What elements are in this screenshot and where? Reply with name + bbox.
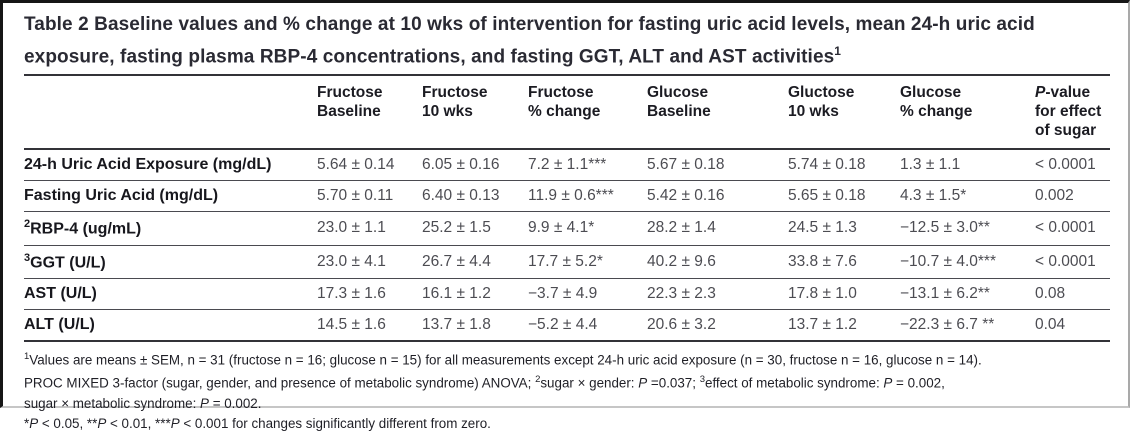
column-header-rowlabel — [24, 76, 317, 149]
value-cell: 22.3 ± 2.3 — [647, 284, 716, 302]
table-title: Table 2 Baseline values and % change at … — [24, 14, 1035, 68]
title-rule — [24, 74, 1110, 77]
value-cell: 17.3 ± 1.6 — [317, 284, 386, 302]
value-cell: −5.2 ± 4.4 — [528, 315, 598, 333]
value-cell: 23.0 ± 4.1 — [317, 252, 386, 270]
row-label: Fasting Uric Acid (mg/dL) — [24, 187, 219, 205]
row-label: 24-h Uric Acid Exposure (mg/dL) — [24, 156, 272, 174]
column-header-glucose-pct-change: Glucose% change — [900, 84, 973, 121]
value-cell: 16.1 ± 1.2 — [422, 284, 491, 302]
value-cell: 0.002 — [1035, 187, 1074, 205]
value-cell: −22.3 ± 6.7 ** — [900, 315, 995, 333]
value-cell: 33.8 ± 7.6 — [788, 252, 857, 270]
value-cell: 0.04 — [1035, 315, 1066, 333]
baseline-table: Fructose Baseline Fructose 10 wks Fructose… — [24, 76, 1110, 342]
column-header-fructose-10wks: Fructose 10 wks — [422, 84, 488, 121]
table-row: ALT (U/L) 14.5 ± 1.6 13.7 ± 1.8 −5.2 ± 4… — [24, 309, 1110, 341]
value-cell: 7.2 ± 1.1*** — [528, 156, 607, 174]
value-cell: 14.5 ± 1.6 — [317, 315, 386, 333]
value-cell: 5.74 ± 0.18 — [788, 156, 866, 174]
column-header-glucose-baseline: Glucose Baseline — [647, 84, 711, 121]
value-cell: 6.40 ± 0.13 — [422, 187, 500, 205]
value-cell: 24.5 ± 1.3 — [788, 219, 857, 237]
value-cell: −12.5 ± 3.0** — [900, 219, 990, 237]
value-cell: 13.7 ± 1.2 — [788, 315, 857, 333]
value-cell: 1.3 ± 1.1 — [900, 156, 961, 174]
column-header-p-value: P-value for effect of sugar — [1035, 84, 1102, 140]
table-row: Fasting Uric Acid (mg/dL) 5.70 ± 0.11 6.… — [24, 181, 1110, 212]
value-cell: 0.08 — [1035, 284, 1066, 302]
row-label: ALT (U/L) — [24, 315, 95, 333]
value-cell: 11.9 ± 0.6*** — [528, 187, 614, 205]
value-cell: < 0.0001 — [1035, 156, 1096, 174]
value-cell: 5.65 ± 0.18 — [788, 187, 866, 205]
value-cell: 17.8 ± 1.0 — [788, 284, 857, 302]
table-row: 24-h Uric Acid Exposure (mg/dL) 5.64 ± 0… — [24, 149, 1110, 181]
row-label: 3GGT (U/L) — [24, 251, 106, 271]
value-cell: 26.7 ± 4.4 — [422, 252, 491, 270]
value-cell: 17.7 ± 5.2* — [528, 252, 603, 270]
footnote-line: PROC MIXED 3-factor (sugar, gender, and … — [24, 374, 945, 391]
column-header-fructose-pct-change: Fructose% change — [528, 84, 601, 121]
value-cell: 9.9 ± 4.1* — [528, 219, 595, 237]
row-label: 2RBP-4 (ug/mL) — [24, 218, 142, 238]
footnote-line: *P < 0.05, **P < 0.01, ***P < 0.001 for … — [24, 415, 491, 431]
row-label: AST (U/L) — [24, 284, 97, 302]
value-cell: −3.7 ± 4.9 — [528, 284, 598, 302]
value-cell: 5.70 ± 0.11 — [317, 187, 394, 205]
column-header-fructose-baseline: Fructose Baseline — [317, 84, 383, 121]
footnote-line: 1Values are means ± SEM, n = 31 (fructos… — [24, 350, 982, 368]
value-cell: 20.6 ± 3.2 — [647, 315, 716, 333]
value-cell: −13.1 ± 6.2** — [900, 284, 990, 302]
value-cell: 13.7 ± 1.8 — [422, 315, 491, 333]
value-cell: 23.0 ± 1.1 — [317, 219, 386, 237]
column-header-glucose-10wks: Gluctose 10 wks — [788, 84, 855, 121]
value-cell: 6.05 ± 0.16 — [422, 156, 500, 174]
value-cell: < 0.0001 — [1035, 219, 1096, 237]
value-cell: 40.2 ± 9.6 — [647, 252, 716, 270]
table-row: 2RBP-4 (ug/mL) 23.0 ± 1.1 25.2 ± 1.5 9.9… — [24, 212, 1110, 246]
value-cell: 28.2 ± 1.4 — [647, 219, 716, 237]
footnote-line: sugar × metabolic syndrome: P = 0.002. — [24, 395, 262, 411]
value-cell: 5.42 ± 0.16 — [647, 187, 725, 205]
value-cell: −10.7 ± 4.0*** — [900, 252, 996, 270]
value-cell: < 0.0001 — [1035, 252, 1096, 270]
value-cell: 5.64 ± 0.14 — [317, 156, 395, 174]
value-cell: 5.67 ± 0.18 — [647, 156, 725, 174]
value-cell: 4.3 ± 1.5* — [900, 187, 967, 205]
table-row: 3GGT (U/L) 23.0 ± 4.1 26.7 ± 4.4 17.7 ± … — [24, 245, 1110, 279]
footnotes: 1Values are means ± SEM, n = 31 (fructos… — [24, 347, 1110, 434]
table-row: AST (U/L) 17.3 ± 1.6 16.1 ± 1.2 −3.7 ± 4… — [24, 278, 1110, 310]
header-row: Fructose Baseline Fructose 10 wks Fructose… — [24, 76, 1110, 150]
value-cell: 25.2 ± 1.5 — [422, 219, 491, 237]
